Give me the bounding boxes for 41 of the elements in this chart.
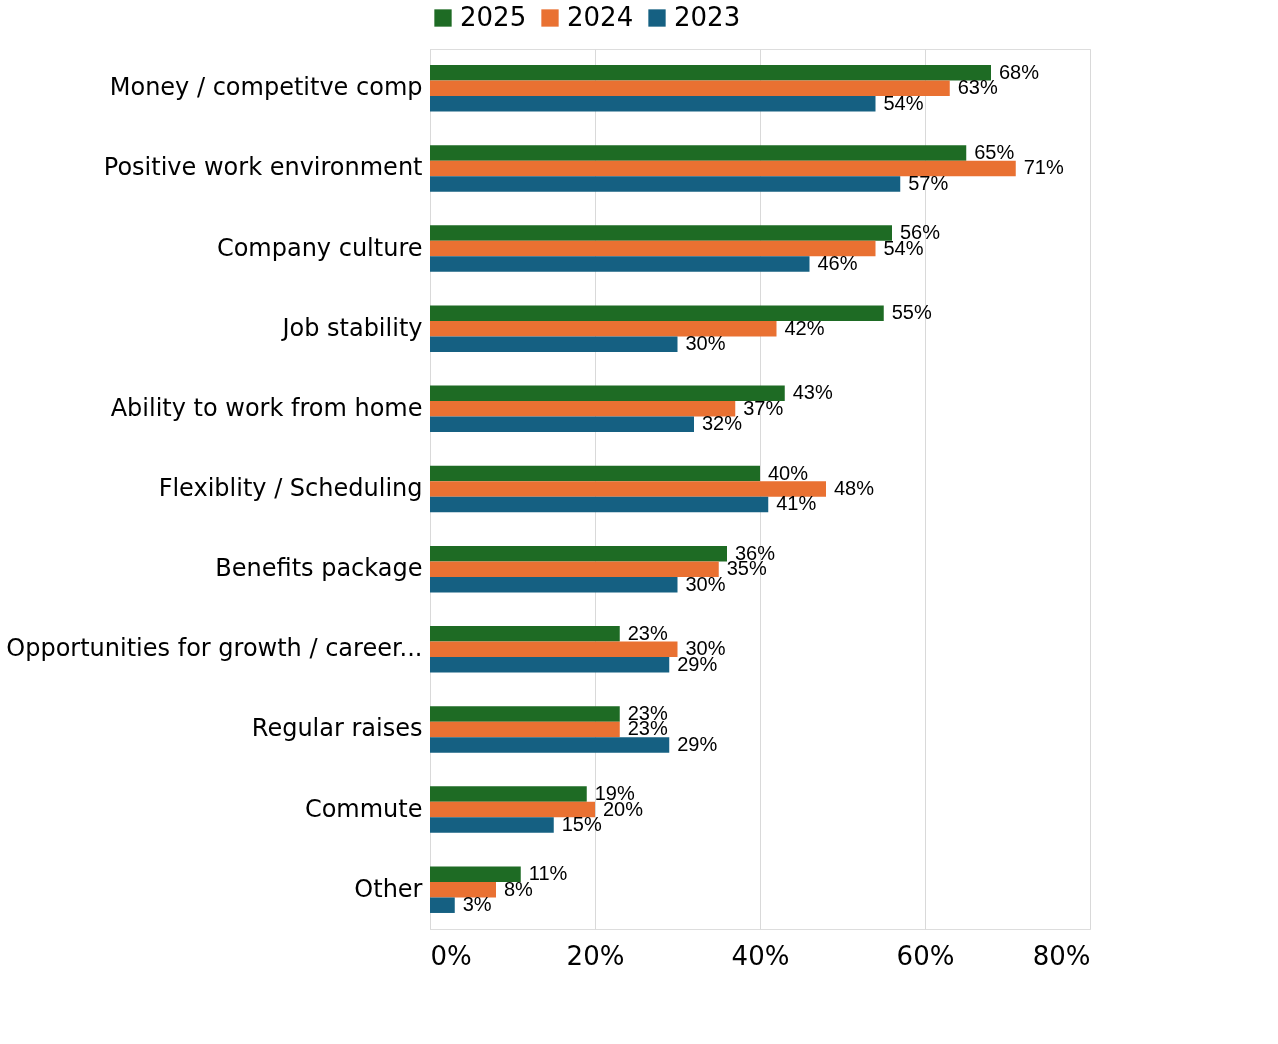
data-label: 65% [974, 140, 1015, 163]
y-tick-label: Job stability [280, 313, 423, 342]
data-label: 63% [957, 76, 998, 99]
data-label: 30% [685, 572, 726, 595]
data-label: 71% [1023, 156, 1064, 179]
data-label: 54% [883, 91, 924, 114]
y-tick-label: Benefits package [215, 554, 423, 583]
legend-label: 2024 [567, 2, 634, 32]
data-label: 32% [702, 412, 743, 435]
y-tick-label: Other [354, 874, 423, 903]
data-label: 3% [462, 893, 492, 916]
x-tick-label: 60% [896, 940, 955, 971]
y-tick-label: Ability to work from home [110, 393, 423, 422]
legend-label: 2023 [674, 2, 741, 32]
data-label: 15% [561, 813, 602, 836]
legend-label: 2025 [460, 2, 527, 32]
data-label: 23% [627, 621, 668, 644]
data-label: 30% [685, 332, 726, 355]
y-tick-label: Commute [304, 794, 423, 823]
x-tick-label: 20% [566, 940, 625, 971]
data-label: 68% [999, 60, 1040, 83]
data-label: 42% [784, 316, 825, 339]
x-tick-label: 40% [731, 940, 790, 971]
x-tick-label: 0% [430, 940, 472, 971]
y-tick-label: Money / competitve comp [109, 73, 423, 102]
data-label: 55% [891, 301, 932, 324]
data-label: 48% [834, 477, 875, 499]
y-tick-label: Company culture [216, 233, 423, 262]
data-label: 46% [817, 252, 858, 275]
y-tick-label: Opportunities for growth / career... [6, 634, 423, 663]
data-label: 43% [792, 381, 833, 404]
data-label: 57% [908, 171, 949, 194]
data-label: 37% [743, 396, 784, 419]
data-label: 11% [528, 862, 568, 885]
y-tick-label: Flexiblity / Scheduling [158, 474, 423, 502]
y-tick-label: Positive work environment [103, 153, 423, 182]
x-tick-label: 80% [1032, 940, 1091, 971]
data-label: 29% [677, 732, 718, 755]
data-label: 40% [768, 461, 809, 484]
data-label: 41% [776, 492, 817, 515]
y-tick-label: Regular raises [251, 714, 423, 743]
